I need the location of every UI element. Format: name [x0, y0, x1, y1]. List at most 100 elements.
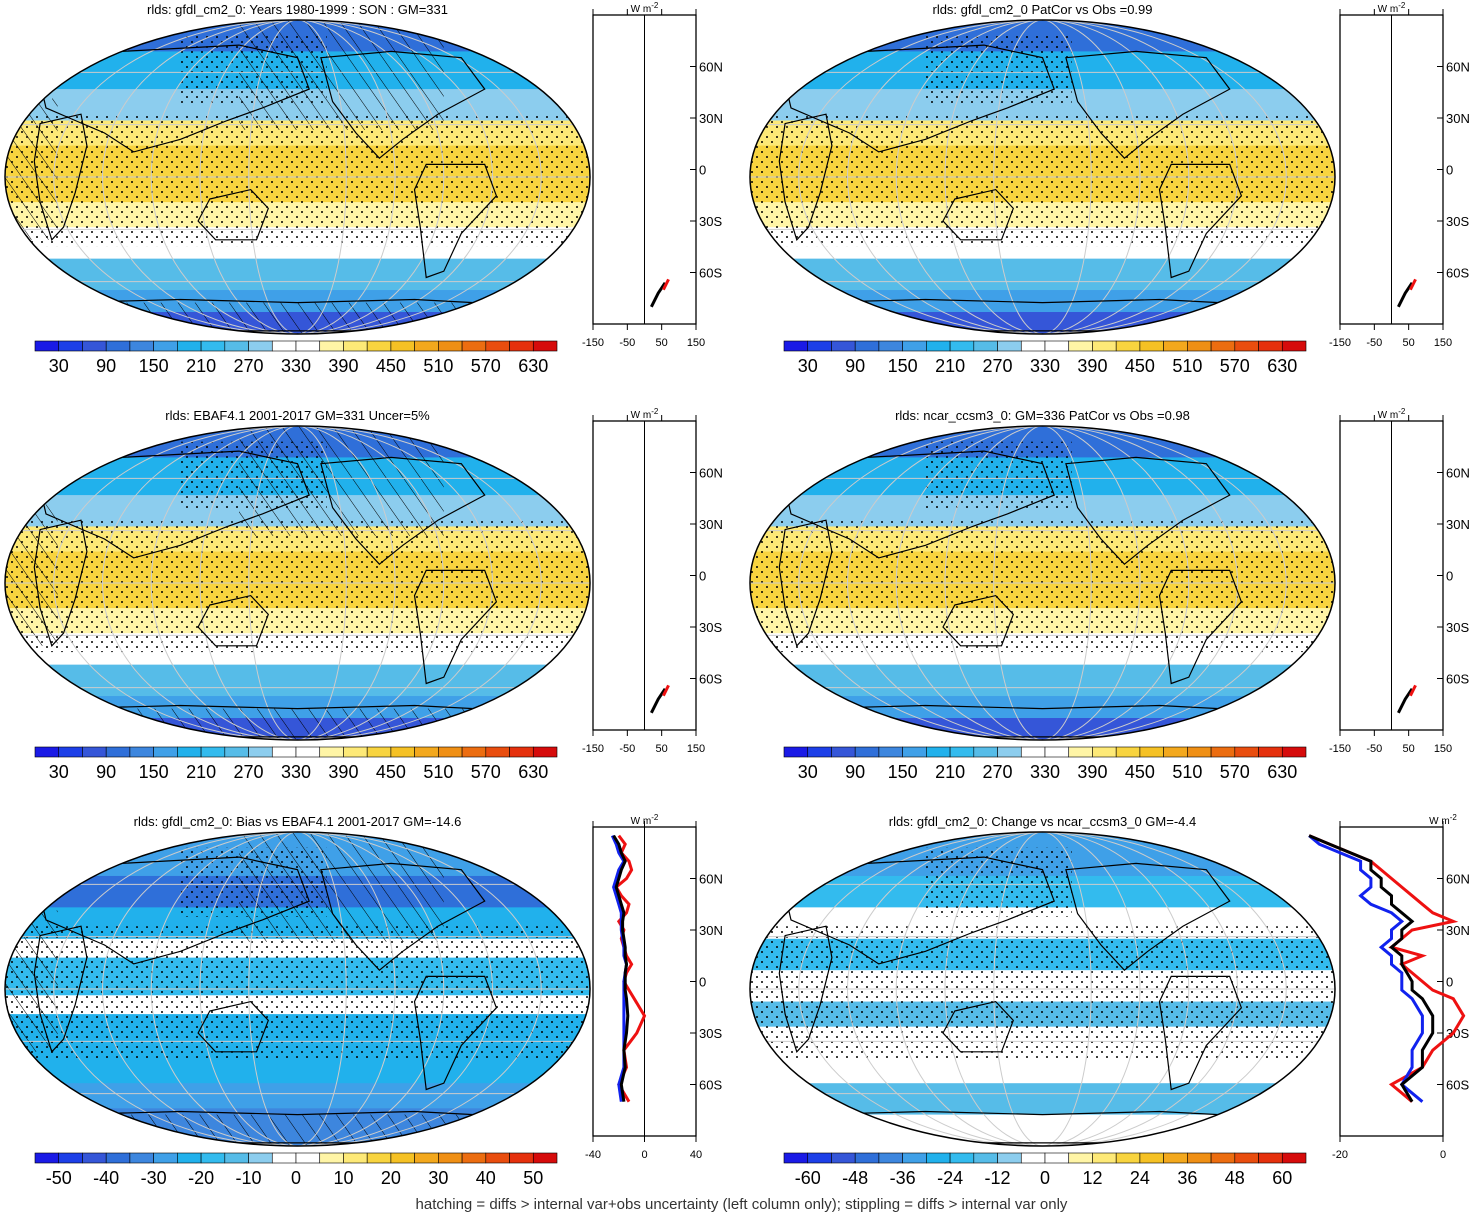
colorbar-tick-label: 510 [1172, 356, 1202, 376]
colorbar-swatch [390, 1152, 415, 1164]
coastline-north-america [320, 50, 486, 160]
stipple-overlay [750, 926, 1335, 1059]
hatch-overlay [5, 504, 58, 646]
colorbar-swatch [854, 746, 880, 758]
colorbar-tick-label: 36 [1177, 1168, 1197, 1188]
colorbar-swatch [1092, 746, 1117, 758]
colorbar: 30 90 150 210 270 330 390 450 510 570 630 [783, 340, 1307, 376]
map-field [5, 832, 590, 1146]
coastline-north-america [1065, 862, 1231, 972]
panel-title: rlds: EBAF4.1 2001-2017 GM=331 Uncer=5% [165, 408, 430, 423]
zonal-series-red [1409, 684, 1417, 697]
colorbar-swatch [224, 1152, 249, 1164]
colorbar-swatch [438, 340, 463, 352]
colorbar-swatch [997, 746, 1022, 758]
colorbar-swatch [1210, 746, 1236, 758]
zonal-x-tick-label: -150 [582, 337, 604, 349]
colorbar-swatch [271, 1152, 297, 1164]
zonal-unit-label: W m-2 [631, 1, 659, 15]
lat-label: 30N [1446, 923, 1470, 938]
colorbar-tick-label: 210 [186, 762, 216, 782]
graticule-line [895, 832, 1190, 1146]
panel-title: rlds: gfdl_cm2_0: Bias vs EBAF4.1 2001-2… [134, 814, 462, 829]
colorbar-swatch [973, 746, 998, 758]
colorbar-swatch [807, 746, 832, 758]
hatch-overlay [5, 910, 58, 1052]
panel-title: rlds: gfdl_cm2_0 PatCor vs Obs =0.99 [932, 2, 1152, 17]
colorbar: -60 -48 -36 -24 -12 0 12 24 36 48 60 [783, 1152, 1307, 1188]
colorbar-swatch [438, 1152, 463, 1164]
colorbar-swatch [248, 340, 273, 352]
coastline-south-america [413, 569, 498, 685]
map-border [4, 19, 591, 335]
map-border [749, 831, 1336, 1147]
lat-label: 30S [1446, 620, 1469, 635]
colorbar-swatch [926, 746, 951, 758]
stipple-overlay [925, 35, 1072, 105]
colorbar-swatch [129, 1152, 154, 1164]
colorbar-tick-label: 0 [291, 1168, 301, 1188]
zonal-x-tick-label: -50 [619, 743, 635, 755]
colorbar-swatch [271, 340, 297, 352]
colorbar-swatch [878, 746, 903, 758]
colorbar-swatch [177, 340, 202, 352]
colorbar-swatch [1187, 340, 1212, 352]
colorbar-swatch [485, 1152, 510, 1164]
zonal-series-black [650, 281, 667, 308]
colorbar-swatch [129, 340, 154, 352]
colorbar-swatch [319, 746, 344, 758]
panel-5: rlds: gfdl_cm2_0: Bias vs EBAF4.1 2001-2… [4, 813, 723, 1188]
colorbar-swatch [343, 340, 368, 352]
stipple-overlay [5, 520, 590, 653]
colorbar-tick-label: 330 [281, 356, 311, 376]
colorbar-swatch [153, 1152, 178, 1164]
zonal-unit-label: W m-2 [1378, 1, 1406, 15]
colorbar-swatch [1092, 340, 1117, 352]
colorbar-swatch [58, 746, 83, 758]
colorbar-swatch [1068, 1152, 1093, 1164]
graticule-line [150, 832, 445, 1146]
colorbar-swatch [831, 340, 856, 352]
colorbar-swatch [831, 746, 856, 758]
colorbar-tick-label: 630 [1267, 356, 1297, 376]
lat-label: 30N [699, 923, 723, 938]
colorbar-swatch [831, 1152, 856, 1164]
colorbar-swatch [34, 1152, 60, 1164]
colorbar-swatch [902, 340, 927, 352]
coastline-africa [778, 113, 833, 241]
map-field [5, 426, 590, 740]
zonal-mean-profile: -150 -50 50 150 60N 30N 0 30S 60S W m-2 [582, 407, 723, 755]
colorbar-tick-label: 30 [49, 762, 69, 782]
hatch-overlay [34, 708, 561, 740]
coastline-australia [197, 594, 269, 647]
colorbar-swatch [390, 746, 415, 758]
zonal-x-tick-label: -20 [1332, 1149, 1348, 1161]
colorbar-swatch [34, 340, 60, 352]
colorbar-swatch [82, 1152, 107, 1164]
colorbar-swatch [997, 1152, 1022, 1164]
colorbar-tick-label: 30 [798, 356, 818, 376]
colorbar-swatch [224, 746, 249, 758]
map-border [749, 425, 1336, 741]
colorbar-swatch [1281, 1152, 1307, 1164]
graticule-line [199, 832, 396, 1146]
lat-label: 60S [699, 266, 722, 281]
colorbar-tick-label: 60 [1272, 1168, 1292, 1188]
colorbar-tick-label: 390 [328, 356, 358, 376]
map-band [5, 664, 590, 698]
zonal-x-tick-label: -50 [1366, 743, 1382, 755]
zonal-x-tick-label: -150 [1329, 337, 1351, 349]
colorbar-tick-label: 450 [1125, 356, 1155, 376]
map-field [750, 20, 1335, 334]
colorbar: 30 90 150 210 270 330 390 450 510 570 630 [34, 746, 558, 782]
colorbar-swatch [783, 746, 809, 758]
zonal-series-black [612, 834, 630, 1102]
zonal-mean-profile: -40 0 40 60N 30N 0 30S 60S W m-2 [585, 813, 723, 1161]
hatch-overlay [239, 832, 444, 942]
coastline-north-america [1065, 50, 1231, 160]
colorbar-swatch [271, 746, 297, 758]
colorbar-tick-label: 48 [1225, 1168, 1245, 1188]
graticule-line [993, 20, 1092, 334]
map-band [750, 290, 1335, 314]
